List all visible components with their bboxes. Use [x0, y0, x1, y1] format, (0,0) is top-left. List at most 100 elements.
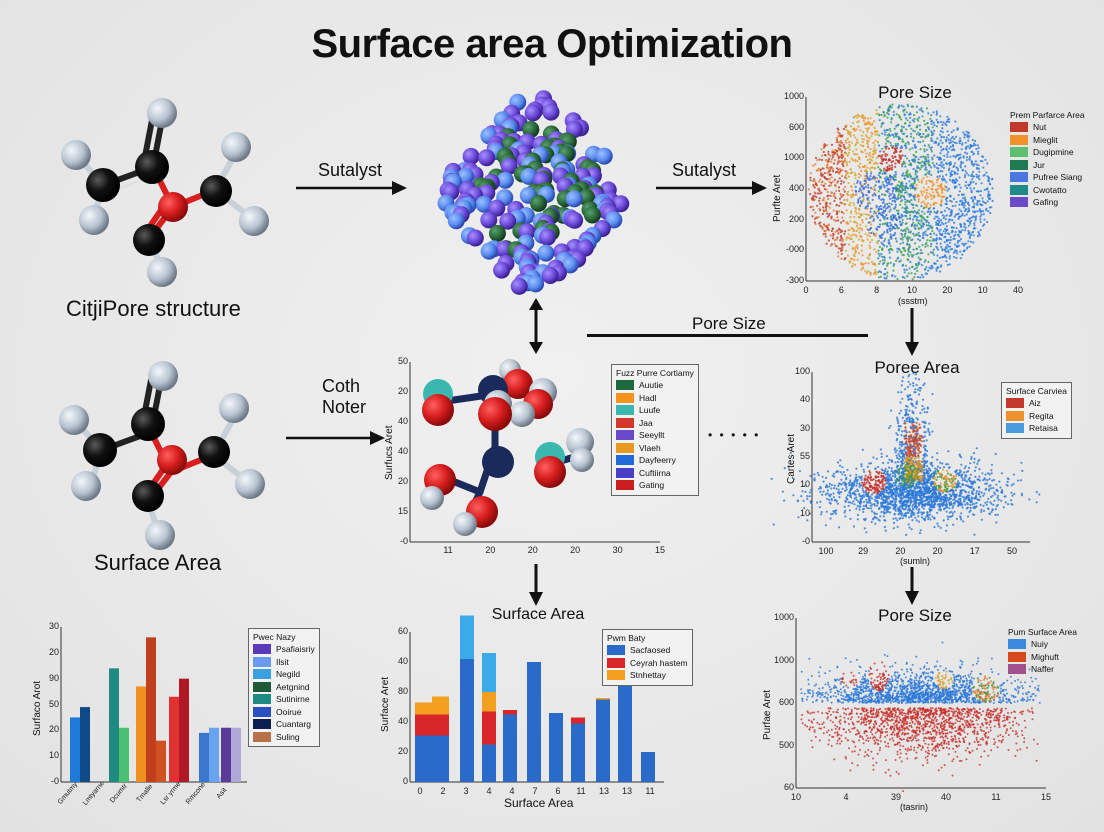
legend-swatch [1010, 159, 1028, 170]
x-axis-label: (tasrin) [900, 802, 929, 812]
legend-label: Gating [639, 480, 665, 491]
molecule-chart-middle [409, 359, 660, 543]
legend-swatch [1006, 398, 1024, 409]
line-label-pore-size: Pore Size [692, 314, 766, 333]
legend-item: Jaa [616, 417, 694, 430]
legend-label: Negild [276, 669, 301, 680]
legend-item: Aetgnind [253, 681, 315, 694]
y-tick: 600 [788, 121, 804, 132]
chart-title-pore-size-top: Pore Size [878, 83, 952, 102]
y-tick: -000 [785, 244, 804, 255]
y-tick: 20 [397, 746, 408, 756]
y-tick: 60 [397, 626, 408, 636]
legend-item: Gafing [1010, 196, 1085, 209]
legend-title: Pwec Nazy [253, 632, 296, 642]
y-tick: 15 [397, 506, 408, 516]
legend-bottom-right: Pum Surface Area Nuiy Mighuft Naffer [1004, 624, 1081, 679]
legend-swatch [253, 694, 271, 705]
x-tick: 39 [890, 792, 901, 802]
y-tick: 10 [799, 479, 810, 490]
legend-item: Dayfeerry [616, 454, 694, 467]
x-tick: 13 [598, 786, 609, 796]
legend-title: Fuzz Purre Cortiamy [616, 368, 694, 378]
stacked-bar-chart-bottom-center [409, 615, 664, 783]
y-tick: 0 [402, 776, 408, 786]
legend-swatch [616, 380, 634, 391]
x-tick: 20 [570, 545, 581, 555]
x-tick: 40 [1012, 285, 1023, 295]
x-tick: 40 [940, 792, 951, 802]
caption-pore-structure: CitjiPore structure [66, 296, 241, 321]
y-tick: 20 [48, 646, 59, 657]
x-tick: 8 [874, 285, 880, 295]
legend-label: Cuantarg [276, 719, 311, 730]
y-tick: 1000 [773, 612, 794, 622]
legend-label: Cwotatto [1033, 184, 1067, 195]
y-tick: 1000 [783, 91, 804, 101]
molecule-mid-left [59, 361, 265, 550]
legend-swatch [616, 467, 634, 478]
legend-item: Retaisa [1006, 422, 1067, 435]
legend-label: Aiz [1029, 398, 1041, 409]
chart-title-pore-size-bottom: Pore Size [878, 606, 952, 625]
y-tick: 40 [397, 446, 408, 456]
y-tick: 1000 [783, 152, 804, 163]
scatter-chart-bottom-right [795, 618, 1046, 793]
legend-label: Mighuft [1031, 651, 1059, 662]
x-tick: 50 [1006, 546, 1017, 556]
legend-swatch [1010, 147, 1028, 158]
x-tick: 11 [991, 792, 1001, 802]
x-tick: 10 [906, 285, 917, 295]
x-tick: 4 [843, 792, 849, 802]
legend-label: Ooirue [276, 706, 302, 717]
x-tick: 20 [932, 546, 943, 556]
legend-swatch [616, 430, 634, 441]
legend-top-right: Prem Parfarce Area Nut Mieglit Dugipmine Ju… [1006, 107, 1089, 212]
y-tick: 200 [788, 213, 804, 224]
y-tick: -0 [801, 536, 810, 546]
legend-item: Luufe [616, 404, 694, 417]
y-tick: 400 [788, 183, 804, 193]
legend-swatch [253, 656, 271, 667]
legend-swatch [253, 681, 271, 692]
x-tick: 29 [858, 546, 869, 556]
x-tick: 3 [463, 786, 469, 796]
chart-title-surface-area: Surface Area [491, 606, 585, 623]
legend-swatch [1010, 122, 1028, 133]
legend-label: Seeyllt [639, 430, 665, 441]
arrow-label-line-2: Noter [322, 397, 367, 417]
legend-title: Surface Carviea [1006, 386, 1067, 396]
double-arrow-vertical-icon [529, 298, 543, 354]
ellipsis-dots: • • • • • [708, 428, 761, 442]
legend-item: Suling [253, 731, 315, 744]
y-tick: 10 [799, 507, 810, 518]
y-tick: 40 [397, 656, 408, 666]
chart-title-poree-area: Poree Area [874, 358, 960, 377]
x-tick: 6 [555, 786, 561, 796]
legend-label: Gafing [1033, 197, 1059, 208]
y-tick: 40 [397, 716, 408, 726]
y-tick: -300 [785, 275, 804, 285]
legend-label: Ilsit [276, 656, 289, 667]
legend-label: Dayfeerry [639, 455, 676, 466]
legend-item: Ooirue [253, 706, 315, 719]
y-tick: 50 [397, 356, 408, 366]
legend-title: Pwm Baty [607, 633, 646, 643]
legend-label: Luufe [639, 405, 661, 416]
legend-middle: Fuzz Purre Cortiamy Auutie Hadl Luufe Jaa Se… [611, 364, 699, 496]
legend-item: Negild [253, 668, 315, 681]
x-tick: 10 [977, 285, 988, 295]
legend-swatch [607, 645, 625, 656]
legend-swatch [607, 670, 625, 681]
legend-label: Cuftiirna [639, 467, 671, 478]
legend-label: Sutinirne [276, 694, 310, 705]
legend-label: Mieglit [1033, 134, 1058, 145]
x-tick: 4 [486, 786, 492, 796]
x-axis-label: (sumln) [900, 556, 931, 566]
connector-line [587, 334, 868, 337]
x-tick: 11 [645, 786, 655, 796]
legend-swatch [253, 669, 271, 680]
legend-item: Ceyrah hastem [607, 657, 688, 670]
legend-label: Retaisa [1029, 423, 1058, 434]
legend-swatch [616, 442, 634, 453]
